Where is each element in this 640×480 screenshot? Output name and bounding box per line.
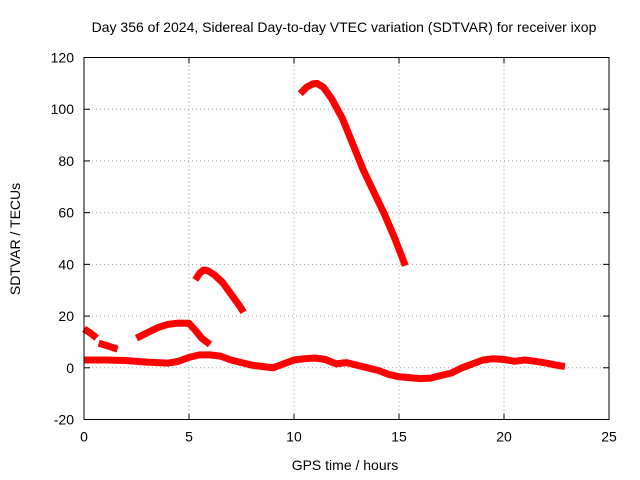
x-axis-label: GPS time / hours xyxy=(292,457,399,473)
series-arc-2 xyxy=(97,339,119,353)
x-tick-label: 20 xyxy=(496,429,512,445)
y-tick-label: 0 xyxy=(66,360,74,376)
plot-frame xyxy=(83,57,610,420)
y-axis-label: SDTVAR / TECUs xyxy=(7,183,23,295)
series-arc-1 xyxy=(82,326,99,341)
tick-layer: 0 5 10 15 20 25 -20 0 20 40 60 80 100 120 xyxy=(51,50,617,445)
y-tick-label: 80 xyxy=(58,153,74,169)
y-tick-label: 60 xyxy=(58,205,74,221)
y-tick-label: -20 xyxy=(54,412,74,428)
x-tick-label: 5 xyxy=(185,429,193,445)
y-tick-label: 20 xyxy=(58,308,74,324)
series-layer xyxy=(82,79,566,383)
series-arc-6 xyxy=(84,351,566,383)
series-arc-5 xyxy=(297,79,409,267)
x-tick-label: 25 xyxy=(601,429,617,445)
x-tick-label: 10 xyxy=(286,429,302,445)
y-tick-label: 120 xyxy=(51,50,75,66)
x-tick-label: 0 xyxy=(80,429,88,445)
series-arc-3 xyxy=(134,319,213,348)
series-arc-4 xyxy=(192,266,247,315)
grid-layer xyxy=(84,57,609,420)
x-tick-label: 15 xyxy=(391,429,407,445)
y-tick-label: 100 xyxy=(51,101,75,117)
chart-title: Day 356 of 2024, Sidereal Day-to-day VTE… xyxy=(92,19,597,35)
y-tick-label: 40 xyxy=(58,256,74,272)
